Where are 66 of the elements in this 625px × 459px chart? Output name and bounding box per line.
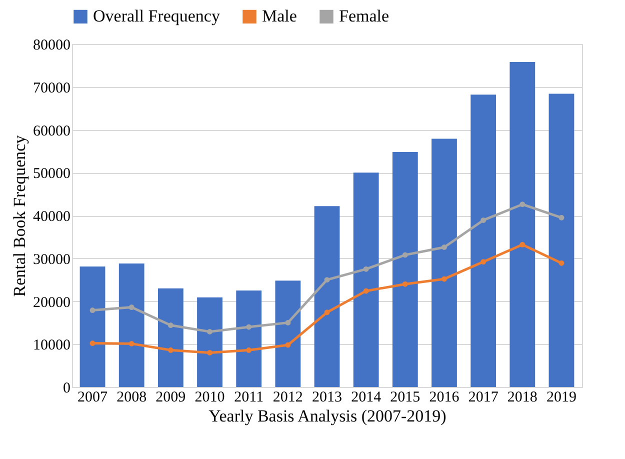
point [442, 276, 447, 282]
y-tick-label: 80000 [33, 38, 70, 54]
bar [314, 206, 340, 387]
point [363, 266, 369, 272]
point [480, 259, 486, 265]
point [285, 342, 291, 348]
point [442, 244, 447, 250]
bar [470, 94, 496, 387]
x-tick-label: 2017 [468, 390, 499, 406]
y-tick-label: 60000 [33, 123, 70, 140]
bar [353, 172, 379, 387]
y-tick-label: 0 [63, 380, 70, 396]
x-tick-label: 2011 [234, 390, 264, 406]
y-tick-label: 30000 [33, 252, 70, 268]
x-tick-label: 2016 [429, 390, 460, 406]
legend-label: Female [339, 6, 390, 26]
point [168, 347, 174, 353]
x-tick-label: 2007 [78, 390, 108, 406]
point [207, 350, 212, 356]
x-tick-label: 2019 [546, 390, 576, 406]
x-tick-label: 2012 [272, 390, 303, 406]
bar [548, 94, 574, 387]
point [128, 304, 134, 310]
bar [118, 264, 144, 387]
point [90, 340, 96, 346]
point [363, 288, 369, 294]
y-tick-label: 10000 [33, 338, 70, 354]
point [520, 202, 526, 208]
point [128, 340, 134, 346]
x-tick-label: 2008 [116, 390, 147, 406]
bar [158, 288, 184, 387]
point [402, 281, 408, 287]
legend-label: Overall Frequency [93, 6, 220, 26]
point [207, 328, 212, 334]
y-tick-label: 70000 [33, 80, 70, 96]
point [520, 242, 526, 248]
y-tick-label: 20000 [33, 294, 70, 311]
bar [236, 290, 262, 387]
point [558, 260, 564, 266]
point [558, 214, 564, 220]
x-tick-label: 2014 [351, 390, 382, 406]
point [90, 308, 96, 313]
y-tick-label: 40000 [33, 209, 70, 225]
point [324, 277, 330, 283]
x-axis-title: Yearly Basis Analysis (2007-2019) [208, 406, 446, 426]
y-axis-title: Rental Book Frequency [10, 134, 29, 297]
bar [80, 266, 106, 387]
x-tick-label: 2013 [312, 390, 342, 406]
bar [275, 280, 301, 387]
point [285, 320, 291, 326]
x-tick-label: 2009 [156, 390, 186, 406]
point [402, 252, 408, 258]
bar [197, 297, 222, 387]
y-tick-label: 50000 [33, 166, 70, 182]
legend-label: Male [262, 6, 297, 26]
bar [432, 138, 457, 387]
point [246, 347, 252, 353]
point [324, 310, 330, 316]
point [480, 217, 486, 223]
x-tick-label: 2018 [507, 390, 538, 406]
x-tick-label: 2015 [390, 390, 420, 406]
point [246, 324, 252, 330]
bar [392, 152, 418, 387]
bar [510, 62, 536, 387]
x-tick-label: 2010 [194, 390, 225, 406]
point [168, 322, 174, 328]
